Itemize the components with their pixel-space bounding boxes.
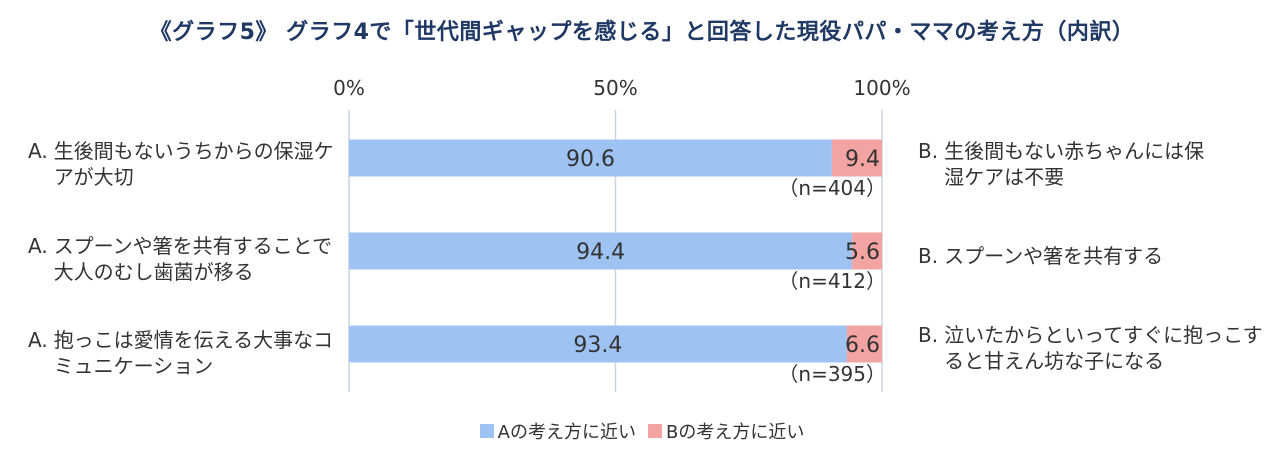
row-1-b-prefix: B. bbox=[918, 139, 939, 163]
data-label-a-row-2: 94.4 bbox=[576, 240, 625, 265]
row-2-a-text: スプーンや箸を共有することで大人のむし歯菌が移る bbox=[53, 234, 333, 284]
bar-b-row-1 bbox=[831, 139, 882, 177]
data-label-a-row-1: 90.6 bbox=[566, 147, 615, 172]
data-label-b-row-3: 6.6 bbox=[845, 333, 880, 358]
legend-swatch-a bbox=[479, 424, 494, 438]
bar-b-row-2 bbox=[852, 232, 882, 270]
row-1-a-prefix: A. bbox=[28, 139, 48, 163]
row-3-a-prefix: A. bbox=[28, 328, 48, 352]
x-tick-label-2: 50% bbox=[593, 76, 637, 100]
data-label-b-row-2: 5.6 bbox=[845, 240, 880, 265]
n-label-row-1: （n=404） bbox=[778, 176, 886, 200]
bar-a-row-2 bbox=[349, 232, 853, 270]
row-3-b-prefix: B. bbox=[918, 323, 939, 347]
row-1-a-text: 生後間もないうちからの保湿ケアが大切 bbox=[53, 139, 334, 189]
row-3-a-label: A. 抱っこは愛情を伝える大事なコミュニケーション bbox=[28, 327, 346, 379]
chart-legend: Aの考え方に近い Bの考え方に近い bbox=[0, 418, 1284, 444]
row-2-a-label: A. スプーンや箸を共有することで大人のむし歯菌が移る bbox=[28, 233, 346, 285]
chart-title: 《グラフ5》 グラフ4で「世代間ギャップを感じる」と回答した現役パパ・ママの考え… bbox=[149, 20, 1135, 45]
legend-label-a: Aの考え方に近い bbox=[497, 422, 636, 443]
n-label-row-2: （n=412） bbox=[778, 269, 886, 293]
row-1-b-text: 生後間もない赤ちゃんには保湿ケアは不要 bbox=[944, 139, 1205, 189]
row-3-b-text: 泣いたからといってすぐに抱っこすると甘えん坊な子になる bbox=[944, 323, 1263, 373]
data-label-a-row-3: 93.4 bbox=[573, 333, 622, 358]
row-2-a-prefix: A. bbox=[28, 234, 48, 258]
legend-item-b: Bの考え方に近い bbox=[647, 418, 805, 444]
legend-label-b: Bの考え方に近い bbox=[665, 422, 805, 443]
row-1-a-label: A. 生後間もないうちからの保湿ケアが大切 bbox=[28, 138, 346, 190]
legend-swatch-b bbox=[647, 424, 662, 438]
row-2-b-prefix: B. bbox=[918, 244, 939, 268]
row-2-b-text: スプーンや箸を共有する bbox=[944, 244, 1164, 268]
bar-a-row-3 bbox=[349, 325, 847, 363]
n-label-row-3: （n=395） bbox=[778, 362, 886, 386]
x-tick-label-3: 100% bbox=[853, 76, 910, 100]
row-3-a-text: 抱っこは愛情を伝える大事なコミュニケーション bbox=[53, 328, 334, 378]
row-1-b-label: B. 生後間もない赤ちゃんには保湿ケアは不要 bbox=[918, 138, 1278, 190]
row-2-b-label: B. スプーンや箸を共有する bbox=[918, 243, 1278, 269]
bar-a-row-1 bbox=[349, 139, 832, 177]
row-3-b-label: B. 泣いたからといってすぐに抱っこすると甘えん坊な子になる bbox=[918, 322, 1278, 374]
data-label-b-row-1: 9.4 bbox=[845, 147, 880, 172]
bar-b-row-3 bbox=[846, 325, 882, 363]
x-tick-label-1: 0% bbox=[333, 76, 365, 100]
legend-item-a: Aの考え方に近い bbox=[479, 418, 636, 444]
